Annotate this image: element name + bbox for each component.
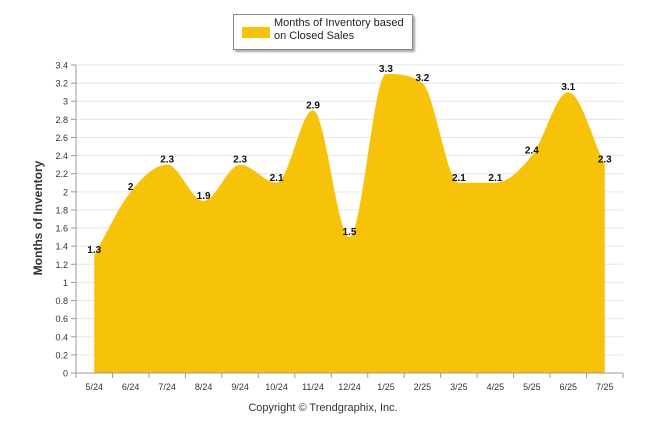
x-tick-label: 3/25 bbox=[450, 382, 468, 392]
x-tick-label: 7/24 bbox=[158, 382, 176, 392]
y-tick-label: 1.8 bbox=[55, 205, 68, 215]
data-label: 2.3 bbox=[233, 155, 247, 166]
y-tick-label: 0.6 bbox=[55, 314, 68, 324]
x-tick-label: 5/24 bbox=[85, 382, 103, 392]
y-axis-label: Months of Inventory bbox=[31, 160, 45, 275]
data-label: 2.1 bbox=[270, 173, 284, 184]
y-tick-label: 2.6 bbox=[55, 133, 68, 143]
data-label: 2.4 bbox=[525, 146, 539, 157]
x-axis-ticks: 5/24 6/24 7/24 8/24 9/24 10/24 11/24 12/24 1/25 2… bbox=[75, 373, 624, 392]
y-tick-label: 0.4 bbox=[55, 332, 68, 342]
y-tick-label: 0 bbox=[63, 369, 68, 379]
data-label: 2.9 bbox=[306, 100, 320, 111]
series-area-path bbox=[94, 74, 605, 373]
data-label: 3.1 bbox=[561, 82, 575, 93]
x-tick-label: 7/25 bbox=[596, 382, 614, 392]
y-tick-label: 2.8 bbox=[55, 115, 68, 125]
series-area bbox=[94, 74, 605, 373]
x-tick-label: 2/25 bbox=[414, 382, 432, 392]
data-label: 2 bbox=[128, 182, 134, 193]
x-tick-label: 6/25 bbox=[560, 382, 578, 392]
y-tick-label: 2 bbox=[63, 187, 68, 197]
y-axis-ticks: 0 0.2 0.4 0.6 0.8 1 1.2 1.4 1.6 1.8 2 2.2 2.4 2.6 2.8 3… bbox=[55, 61, 76, 379]
x-tick-label: 5/25 bbox=[523, 382, 541, 392]
y-tick-label: 0.8 bbox=[55, 296, 68, 306]
y-tick-label: 0.2 bbox=[55, 350, 68, 360]
data-label: 1.9 bbox=[197, 191, 211, 202]
x-tick-label: 8/24 bbox=[195, 382, 213, 392]
y-tick-label: 1.6 bbox=[55, 224, 68, 234]
y-tick-label: 1 bbox=[63, 278, 68, 288]
y-tick-label: 2.4 bbox=[55, 151, 68, 161]
x-tick-label: 12/24 bbox=[338, 382, 361, 392]
data-label: 3.3 bbox=[379, 64, 393, 75]
y-tick-label: 3 bbox=[63, 97, 68, 107]
data-label: 2.3 bbox=[160, 155, 174, 166]
x-tick-label: 11/24 bbox=[302, 382, 324, 392]
data-label: 1.3 bbox=[87, 245, 101, 256]
legend-label: Months of Inventory based on Closed Sale… bbox=[274, 17, 404, 42]
x-tick-label: 6/24 bbox=[122, 382, 140, 392]
copyright-footer: Copyright © Trendgraphix, Inc. bbox=[248, 402, 398, 414]
legend: Months of Inventory based on Closed Sale… bbox=[233, 14, 413, 50]
data-labels: 1.3 2 2.3 1.9 2.3 2.1 2.9 1.5 3.3 3.2 2.1 2.1 2.4 3.1… bbox=[87, 64, 612, 256]
legend-swatch bbox=[242, 27, 270, 38]
data-label: 2.1 bbox=[452, 173, 466, 184]
data-label: 1.5 bbox=[343, 227, 357, 238]
y-tick-label: 2.2 bbox=[55, 169, 68, 179]
x-tick-label: 9/24 bbox=[231, 382, 249, 392]
data-label: 3.2 bbox=[415, 73, 429, 84]
y-tick-label: 1.2 bbox=[55, 260, 68, 270]
data-label: 2.3 bbox=[598, 155, 612, 166]
data-label: 2.1 bbox=[488, 173, 502, 184]
y-tick-label: 3.2 bbox=[55, 79, 68, 89]
axes bbox=[75, 65, 623, 374]
y-tick-label: 1.4 bbox=[55, 242, 68, 252]
x-tick-label: 10/24 bbox=[265, 382, 288, 392]
x-tick-label: 1/25 bbox=[377, 382, 395, 392]
y-tick-label: 3.4 bbox=[55, 61, 68, 71]
x-tick-label: 4/25 bbox=[487, 382, 505, 392]
